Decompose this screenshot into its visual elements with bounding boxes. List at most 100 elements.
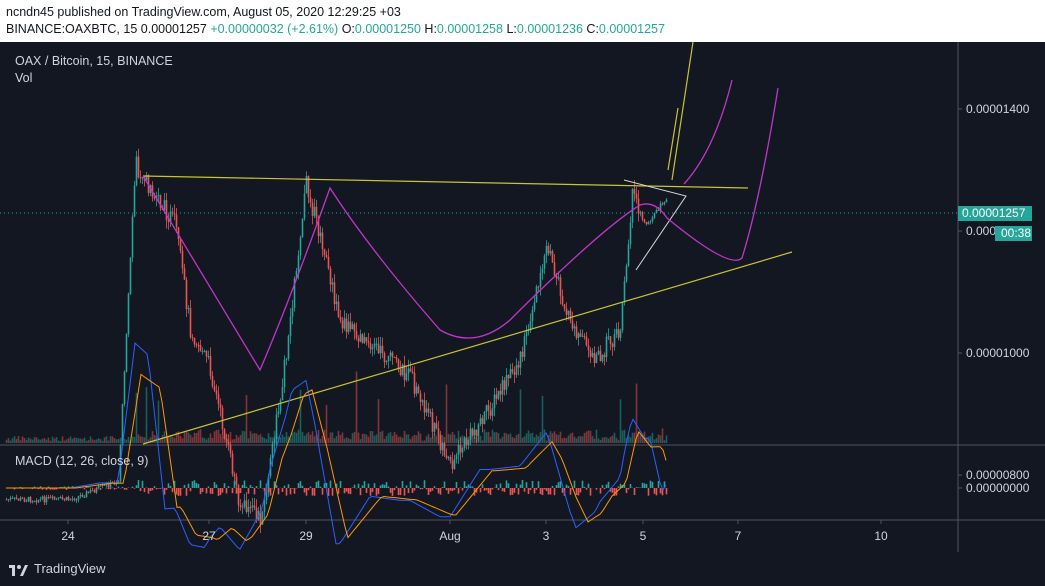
- volume-bar: [583, 432, 586, 443]
- volume-bar: [653, 439, 656, 443]
- candle-body: [31, 501, 34, 503]
- price-chart-svg[interactable]: 0.000018000.000016000.000014000.00001200…: [0, 42, 1045, 586]
- candle-body: [499, 390, 502, 395]
- volume-bar: [335, 435, 338, 443]
- drawings: [0, 42, 958, 445]
- candle-body: [623, 281, 626, 303]
- volume-bar: [247, 438, 250, 443]
- candle-body: [39, 498, 42, 500]
- volume-bar: [195, 433, 198, 443]
- volume-bar: [77, 438, 80, 443]
- candle-body: [267, 476, 270, 493]
- volume-bar: [41, 438, 44, 443]
- candle-body: [195, 344, 198, 346]
- candle-body: [163, 200, 166, 210]
- volume-bar: [445, 384, 448, 443]
- macd-histogram-bar: [71, 486, 74, 488]
- volume-bar: [473, 435, 476, 443]
- macd-histogram-bar: [321, 488, 324, 495]
- price-change: +0.00000032 (+2.61%): [210, 22, 339, 36]
- price-pane-bg: [0, 42, 958, 444]
- macd-histogram-bar: [281, 488, 284, 493]
- volume-bar: [449, 434, 452, 443]
- macd-histogram-bar: [323, 483, 326, 488]
- macd-histogram-bar: [577, 488, 580, 496]
- volume-bar: [615, 437, 618, 443]
- footer: TradingView: [0, 552, 1045, 586]
- macd-histogram-bar: [41, 488, 44, 490]
- volume-bar: [565, 438, 568, 443]
- macd-histogram-bar: [565, 484, 568, 488]
- volume-bar: [71, 438, 74, 443]
- volume-bar: [371, 431, 374, 443]
- candle-body: [507, 375, 510, 379]
- volume-bar: [231, 439, 234, 443]
- macd-histogram-bar: [599, 488, 602, 494]
- volume-bar: [171, 436, 174, 443]
- candle-body: [215, 390, 218, 395]
- candle-body: [157, 195, 160, 197]
- macd-histogram-bar: [205, 488, 208, 494]
- volume-bar: [47, 437, 50, 443]
- volume-bar: [441, 435, 444, 443]
- macd-histogram-bar: [177, 488, 180, 496]
- macd-histogram-bar: [439, 488, 442, 495]
- macd-histogram-bar: [113, 488, 116, 490]
- volume-bar: [605, 437, 608, 443]
- publication-header: ncndn45 published on TradingView.com, Au…: [0, 0, 1045, 42]
- candle-body: [47, 497, 50, 499]
- candle-body: [409, 368, 412, 372]
- candle-body: [365, 337, 368, 342]
- volume-bar: [471, 430, 474, 443]
- candle-body: [139, 177, 142, 179]
- candle-body: [181, 250, 184, 269]
- volume-bar: [495, 432, 498, 443]
- macd-histogram-bar: [503, 488, 506, 492]
- volume-bar: [453, 434, 456, 443]
- volume-bar: [551, 433, 554, 443]
- volume-bar: [511, 437, 514, 443]
- volume-bar: [421, 440, 424, 443]
- candle-body: [213, 386, 216, 391]
- candle-body: [621, 302, 624, 331]
- macd-histogram-bar: [59, 486, 62, 488]
- candle-body: [543, 255, 546, 269]
- volume-bar: [405, 434, 408, 443]
- macd-histogram-bar: [121, 486, 124, 488]
- macd-histogram-bar: [349, 488, 352, 495]
- candle-body: [15, 497, 18, 500]
- volume-bar: [429, 437, 432, 443]
- macd-histogram-bar: [393, 488, 396, 491]
- volume-bar: [489, 436, 492, 443]
- candle-body: [109, 481, 112, 488]
- macd-histogram-bar: [401, 481, 404, 488]
- volume-bar: [635, 383, 638, 443]
- candle-body: [629, 222, 632, 245]
- macd-histogram-bar: [517, 488, 520, 495]
- volume-bar: [177, 431, 180, 443]
- candle-body: [323, 248, 326, 256]
- volume-bar: [87, 440, 90, 443]
- macd-histogram-bar: [553, 488, 556, 496]
- volume-bar: [55, 437, 58, 443]
- macd-histogram-bar: [21, 488, 24, 490]
- macd-histogram-bar: [413, 488, 416, 491]
- candle-body: [81, 494, 84, 498]
- volume-bar: [607, 438, 610, 443]
- candle-body: [577, 333, 580, 338]
- macd-histogram-bar: [207, 486, 210, 488]
- volume-bar: [75, 437, 78, 443]
- candle-body: [387, 355, 390, 362]
- candle-body: [101, 484, 104, 486]
- chart-area[interactable]: 0.000018000.000016000.000014000.00001200…: [0, 42, 1045, 586]
- macd-histogram-bar: [527, 488, 530, 495]
- candle-body: [145, 174, 148, 181]
- volume-bar: [237, 437, 240, 443]
- candle-body: [89, 490, 92, 493]
- macd-histogram-bar: [431, 488, 434, 491]
- candle-body: [33, 500, 36, 502]
- macd-histogram-bar: [309, 486, 312, 488]
- macd-histogram-bar: [269, 488, 272, 496]
- macd-histogram-bar: [233, 480, 236, 488]
- macd-histogram-bar: [455, 481, 458, 488]
